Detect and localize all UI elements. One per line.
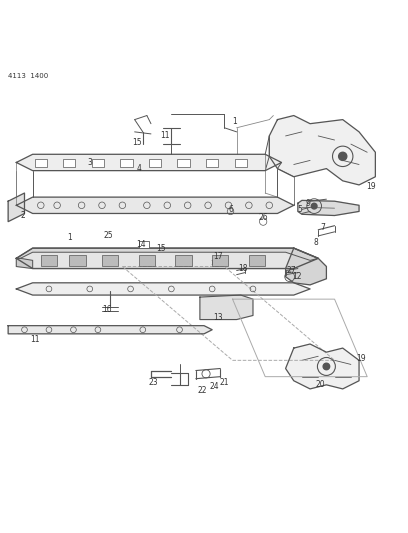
Polygon shape: [200, 295, 253, 320]
Polygon shape: [16, 197, 294, 213]
Bar: [235, 159, 247, 166]
Text: 8: 8: [314, 238, 319, 247]
Bar: [69, 255, 86, 265]
Bar: [139, 255, 155, 265]
Bar: [175, 255, 192, 265]
Polygon shape: [16, 154, 282, 171]
Bar: [35, 159, 47, 166]
Text: 15: 15: [156, 244, 166, 253]
Bar: [92, 159, 104, 166]
Polygon shape: [8, 193, 24, 222]
Text: 18: 18: [238, 264, 248, 273]
Text: 14: 14: [136, 239, 146, 248]
Text: 11: 11: [160, 132, 170, 140]
Polygon shape: [16, 248, 318, 269]
Circle shape: [323, 363, 330, 370]
Bar: [212, 255, 228, 265]
Text: 27: 27: [287, 266, 297, 275]
Text: 9: 9: [306, 199, 310, 208]
Bar: [63, 159, 75, 166]
Polygon shape: [269, 116, 375, 185]
Text: 1: 1: [232, 117, 237, 126]
Circle shape: [311, 203, 317, 209]
Text: 12: 12: [292, 272, 302, 281]
Text: 7: 7: [320, 223, 325, 232]
Bar: [102, 255, 118, 265]
Polygon shape: [16, 248, 318, 261]
Text: 2: 2: [20, 211, 25, 220]
Text: 20: 20: [315, 381, 325, 389]
Text: 22: 22: [197, 386, 207, 395]
Text: 1: 1: [67, 233, 72, 243]
Bar: [120, 159, 133, 166]
Text: 13: 13: [213, 313, 223, 322]
Text: 6: 6: [228, 205, 233, 214]
Text: 21: 21: [220, 378, 229, 387]
Circle shape: [339, 152, 347, 160]
Text: 5: 5: [297, 205, 302, 214]
Text: 16: 16: [102, 305, 112, 314]
Bar: [249, 255, 265, 265]
Polygon shape: [286, 344, 359, 389]
Text: 26: 26: [258, 213, 268, 222]
Polygon shape: [286, 248, 326, 285]
Text: 3: 3: [87, 158, 92, 167]
Bar: [149, 159, 161, 166]
Text: 15: 15: [132, 138, 142, 147]
Text: 24: 24: [209, 382, 219, 391]
Text: 17: 17: [213, 252, 223, 261]
Polygon shape: [16, 283, 310, 295]
Text: 25: 25: [103, 231, 113, 240]
Text: 23: 23: [148, 378, 158, 387]
Text: 4: 4: [136, 164, 141, 173]
Bar: [41, 255, 57, 265]
Text: 11: 11: [30, 335, 40, 344]
Text: 19: 19: [366, 182, 376, 191]
Bar: [206, 159, 218, 166]
Polygon shape: [8, 326, 212, 334]
Bar: [177, 159, 190, 166]
Text: 4113  1400: 4113 1400: [8, 72, 49, 79]
Polygon shape: [16, 259, 33, 269]
Polygon shape: [298, 200, 359, 215]
Bar: [139, 241, 149, 248]
Text: 19: 19: [356, 354, 366, 363]
